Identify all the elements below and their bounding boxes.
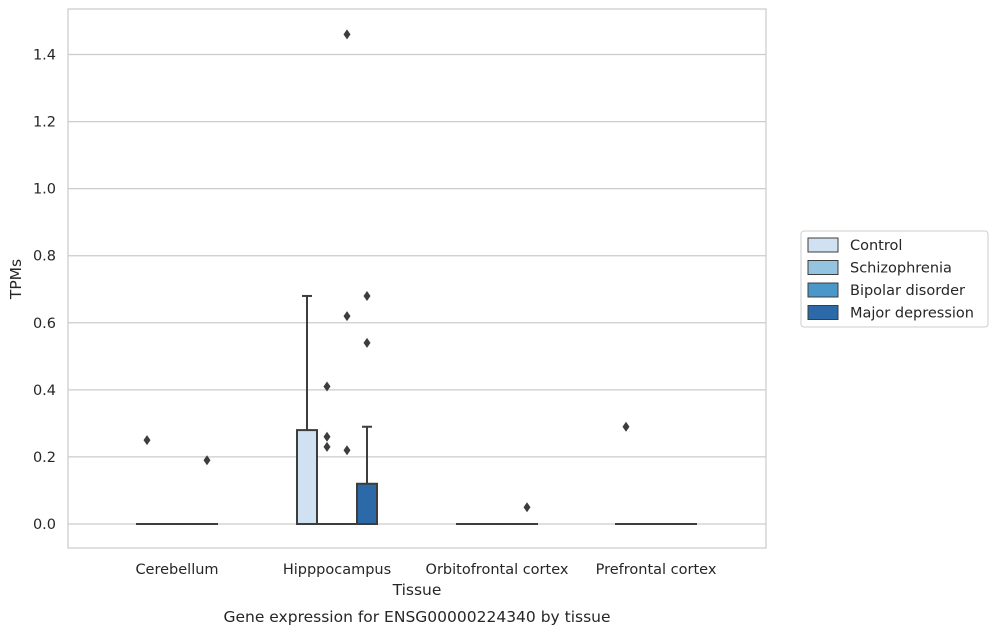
- outlier-point: [363, 337, 371, 348]
- y-tick-label: 0.2: [33, 450, 56, 466]
- x-tick-label: Prefrontal cortex: [596, 562, 717, 578]
- y-tick-label: 0.8: [33, 249, 56, 265]
- y-tick-label: 1.0: [33, 182, 56, 198]
- outlier-point: [323, 431, 331, 442]
- box-major-depression: [196, 455, 218, 526]
- legend-swatch: [807, 237, 839, 253]
- chart-caption: Gene expression for ENSG00000224340 by t…: [223, 608, 610, 626]
- legend-label: Bipolar disorder: [850, 283, 965, 299]
- legend-frame: [800, 230, 989, 328]
- outlier-point: [143, 435, 151, 446]
- outlier-point: [203, 455, 211, 466]
- outlier-point: [343, 29, 351, 40]
- box-major-depression: [516, 502, 538, 526]
- legend-label: Control: [850, 238, 902, 254]
- x-tick-labels: Cerebellum Hipppocampus Orbitofrontal cort…: [135, 562, 716, 578]
- outlier-point: [523, 502, 531, 513]
- y-tick-label: 1.4: [33, 48, 56, 64]
- x-tick-label: Hipppocampus: [283, 562, 391, 578]
- outlier-point: [323, 441, 331, 452]
- y-tick-label: 0.0: [33, 517, 56, 533]
- x-axis-label: Tissue: [392, 581, 442, 599]
- x-tick-label: Orbitofrontal cortex: [426, 562, 569, 578]
- y-tick-label: 0.4: [33, 383, 56, 399]
- legend-label: Schizophrenia: [850, 261, 952, 277]
- y-tick-label: 0.6: [33, 316, 56, 332]
- grid-lines: [68, 53, 766, 525]
- legend-swatch: [807, 305, 839, 320]
- outlier-point: [343, 311, 351, 322]
- legend-label: Major depression: [850, 306, 974, 322]
- box-control: [296, 294, 318, 526]
- outlier-point: [622, 421, 630, 432]
- box-body: [296, 429, 318, 526]
- y-tick-labels: 0.0 0.2 0.4 0.6 0.8 1.0 1.2 1.4: [33, 48, 56, 534]
- y-axis-label: TPMs: [7, 259, 25, 300]
- legend: Control Schizophrenia Bipolar disorder Majo…: [800, 230, 989, 328]
- box-major-depression: [356, 290, 378, 525]
- outlier-point: [323, 381, 331, 392]
- y-tick-label: 1.2: [33, 115, 56, 131]
- box-plots: [136, 29, 697, 526]
- x-tick-label: Cerebellum: [135, 562, 218, 578]
- plot-area: [67, 8, 767, 549]
- legend-swatch: [807, 260, 839, 275]
- outlier-point: [343, 445, 351, 456]
- legend-swatch: [807, 282, 839, 298]
- outlier-point: [363, 290, 371, 301]
- box-body: [356, 482, 378, 525]
